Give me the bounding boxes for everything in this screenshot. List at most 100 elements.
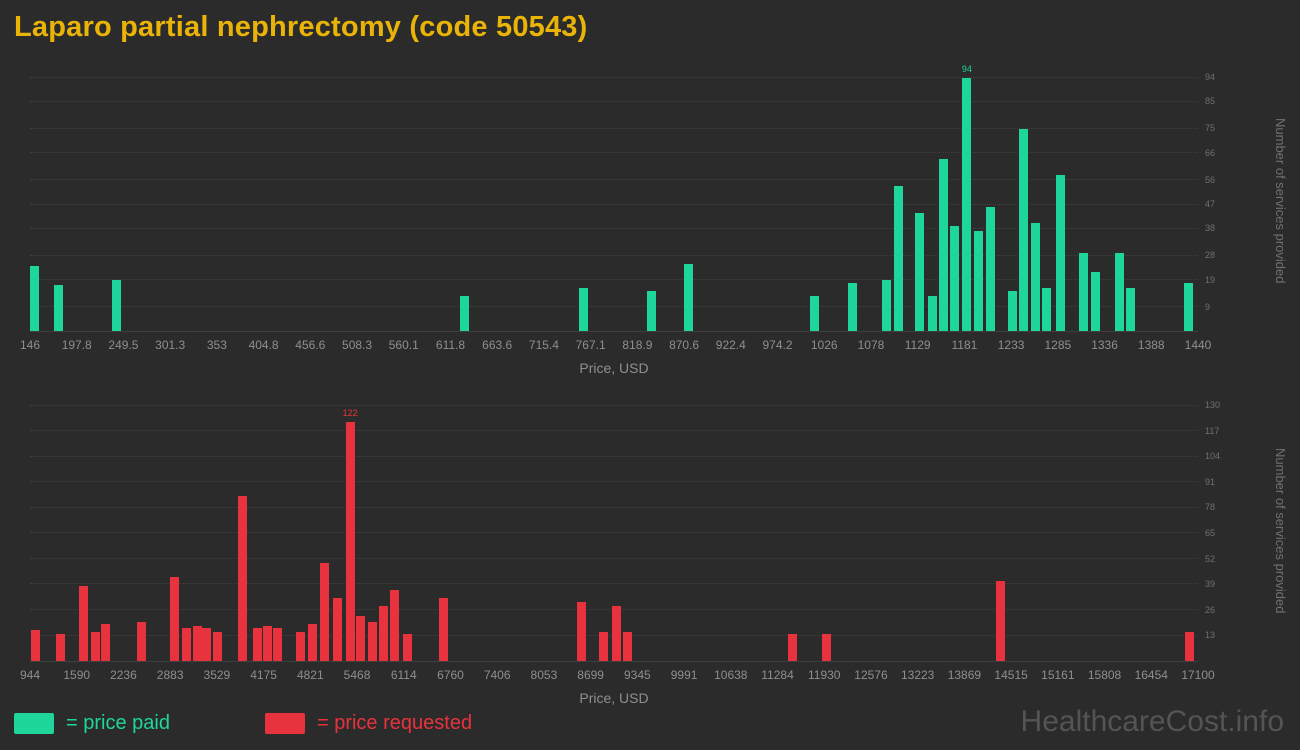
bar-value-label: 122 xyxy=(342,407,358,418)
x-tick-label: 1078 xyxy=(857,338,885,352)
bar xyxy=(333,598,343,661)
bar xyxy=(91,631,101,661)
x-tick-label: 16454 xyxy=(1134,668,1168,682)
y-tick-label: 104 xyxy=(1205,451,1221,462)
x-tick-label: 974.2 xyxy=(762,338,793,352)
bar xyxy=(1031,223,1040,331)
bar xyxy=(320,562,330,661)
bar xyxy=(30,266,39,331)
bar xyxy=(55,633,65,661)
bar xyxy=(1090,271,1100,331)
y-tick-label: 85 xyxy=(1205,96,1216,107)
bar xyxy=(647,290,657,331)
x-tick-label: 404.8 xyxy=(248,338,279,352)
y-tick-label: 66 xyxy=(1205,147,1216,158)
bar xyxy=(578,287,588,331)
bar xyxy=(893,185,903,331)
x-tick-label: 818.9 xyxy=(622,338,653,352)
x-tick-label: 9345 xyxy=(624,668,651,682)
bar xyxy=(974,231,984,331)
y-axis-ticks-requested: 13 26 39 52 65 78 91 104 117 130 xyxy=(1205,400,1231,662)
x-tick-label: 13223 xyxy=(900,668,935,682)
bar xyxy=(169,576,179,661)
gridline xyxy=(30,128,1198,130)
y-tick-label: 78 xyxy=(1205,502,1216,513)
y-tick-label: 130 xyxy=(1205,399,1221,410)
gridline xyxy=(30,179,1198,181)
legend-label-requested: = price requested xyxy=(316,712,473,734)
gridline xyxy=(30,77,1198,79)
x-tick-label: 870.6 xyxy=(669,338,700,352)
x-axis-labels-requested: 944 1590 2236 2883 3529 4175 4821 5468 6114 6760 7… xyxy=(20,668,1215,683)
y-tick-label: 117 xyxy=(1205,425,1220,436)
x-tick-label: 456.6 xyxy=(295,338,326,352)
gridline xyxy=(30,101,1198,103)
bar xyxy=(253,627,263,661)
x-tick-label: 2883 xyxy=(156,668,184,682)
x-tick-label: 301.3 xyxy=(155,338,186,352)
x-axis-title-paid: Price, USD xyxy=(579,360,649,376)
bar xyxy=(928,296,938,331)
x-tick-label: 922.4 xyxy=(715,338,746,352)
x-tick-label: 611.8 xyxy=(435,338,466,352)
gridline xyxy=(30,430,1198,432)
x-tick-label: 13869 xyxy=(947,668,982,682)
gridline xyxy=(30,305,1198,307)
y-tick-label: 39 xyxy=(1205,579,1216,590)
y-tick-label: 13 xyxy=(1205,630,1216,641)
x-tick-label: 4821 xyxy=(296,668,324,682)
y-tick-label: 9 xyxy=(1205,301,1211,312)
bar xyxy=(112,279,122,331)
y-tick-label: 94 xyxy=(1205,72,1216,83)
x-tick-label: 1129 xyxy=(904,338,931,352)
y-tick-label: 38 xyxy=(1205,223,1216,234)
page-title: Laparo partial nephrectomy (code 50543) xyxy=(14,11,588,43)
bar xyxy=(949,226,959,331)
x-tick-label: 353 xyxy=(206,338,227,352)
bar xyxy=(847,282,857,331)
x-tick-label: 1026 xyxy=(810,338,838,352)
bar xyxy=(882,279,892,331)
x-tick-label: 146 xyxy=(19,338,41,352)
x-tick-label: 715.4 xyxy=(528,338,559,352)
bar xyxy=(1007,290,1017,331)
bar xyxy=(459,296,469,331)
x-tick-label: 9991 xyxy=(670,668,698,682)
bar xyxy=(1019,129,1029,331)
bar xyxy=(212,631,222,661)
bar xyxy=(356,615,366,661)
x-tick-label: 508.3 xyxy=(342,338,373,352)
x-tick-label: 767.1 xyxy=(575,338,606,352)
bar xyxy=(1184,282,1194,331)
legend-item-requested: = price requested xyxy=(264,712,473,735)
x-axis-labels-paid: 146 197.8 249.5 301.3 353 404.8 456.6 508.3 560.… xyxy=(20,338,1211,353)
x-tick-label: 7406 xyxy=(483,668,511,682)
gridline xyxy=(30,455,1198,457)
bar xyxy=(137,621,147,661)
y-tick-label: 75 xyxy=(1205,123,1216,134)
bar xyxy=(438,598,448,661)
bar xyxy=(788,633,798,661)
x-tick-label: 8053 xyxy=(530,668,558,682)
bar xyxy=(1056,174,1066,331)
chart-price-requested: 122 13 26 39 52 65 78 91 104 117 130 944 1590 2236 2… xyxy=(0,400,1300,720)
bar: 94 xyxy=(962,64,972,331)
x-tick-label: 6114 xyxy=(390,668,417,682)
x-tick-label: 11284 xyxy=(761,668,794,682)
legend-label-paid: = price paid xyxy=(66,712,170,734)
x-tick-label: 8699 xyxy=(577,668,604,682)
bar xyxy=(576,602,586,661)
gridline xyxy=(30,152,1198,154)
bar xyxy=(101,623,111,661)
bar xyxy=(295,631,305,661)
x-tick-label: 4175 xyxy=(250,668,277,682)
plot-area-paid: 94 xyxy=(30,64,1198,332)
x-tick-label: 249.5 xyxy=(108,338,139,352)
bar xyxy=(684,263,694,331)
gridline xyxy=(30,532,1198,534)
bar xyxy=(996,580,1006,661)
bar xyxy=(390,590,400,661)
gridline xyxy=(30,227,1198,229)
bar xyxy=(1114,252,1124,331)
